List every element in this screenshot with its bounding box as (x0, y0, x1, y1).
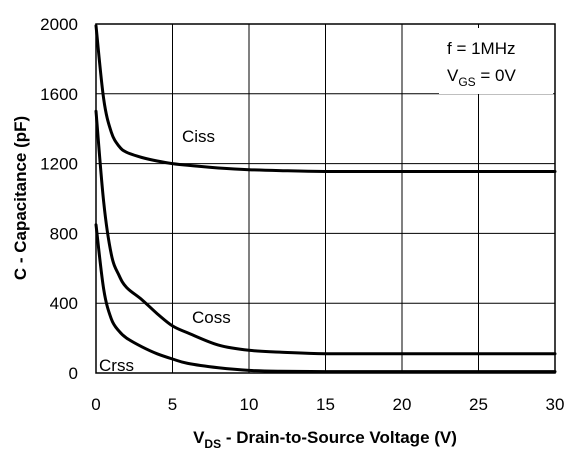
frequency-condition: f = 1MHz (447, 39, 516, 58)
crss-label: Crss (99, 356, 134, 375)
vgs-condition: VGS = 0V (447, 66, 517, 89)
coss-label: Coss (192, 308, 231, 327)
x-tick-label: 25 (469, 395, 488, 414)
conditions-box (439, 28, 553, 94)
y-tick-label: 800 (50, 224, 78, 243)
plot-frame (95, 23, 556, 374)
tick-labels: 0 5 10 15 20 25 30 0 400 800 1200 1600 2000 (40, 15, 564, 414)
curves (94, 24, 557, 374)
y-tick-label: 0 (69, 364, 78, 383)
y-tick-label: 2000 (40, 15, 78, 34)
x-tick-label: 0 (91, 395, 100, 414)
y-tick-label: 1600 (40, 85, 78, 104)
y-tick-label: 400 (50, 294, 78, 313)
coss-curve (94, 109, 557, 356)
y-tick-label: 1200 (40, 155, 78, 174)
x-tick-label: 20 (393, 395, 412, 414)
x-tick-label: 15 (316, 395, 335, 414)
x-tick-label: 30 (546, 395, 565, 414)
ciss-curve (94, 24, 557, 174)
ciss-label: Ciss (182, 127, 215, 146)
y-axis-label: C - Capacitance (pF) (11, 116, 30, 280)
x-tick-label: 10 (240, 395, 259, 414)
x-axis-label: VDS - Drain-to-Source Voltage (V) (193, 428, 457, 450)
crss-curve (94, 223, 557, 374)
x-tick-label: 5 (168, 395, 177, 414)
